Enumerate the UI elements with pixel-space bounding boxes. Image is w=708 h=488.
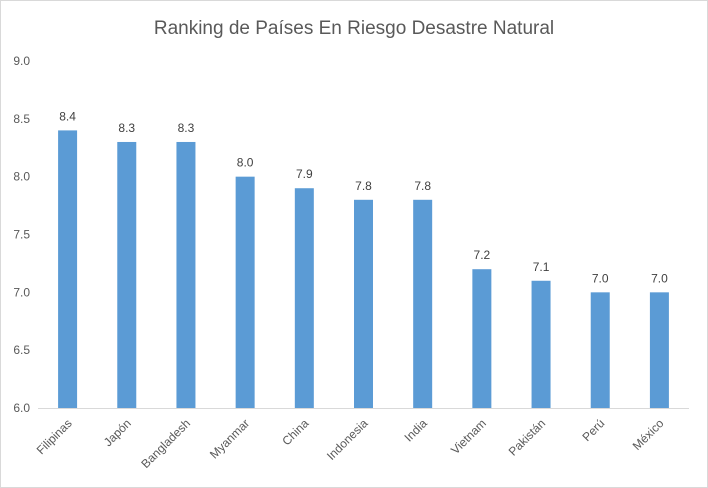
x-tick-label: Pakistán	[506, 416, 548, 458]
data-label: 8.3	[178, 121, 195, 135]
data-label: 7.8	[414, 179, 431, 193]
data-label: 7.8	[355, 179, 372, 193]
y-tick-label: 9.0	[13, 54, 30, 68]
bar-méxico	[649, 292, 669, 408]
bar-myanmar	[235, 176, 255, 408]
y-tick-label: 7.5	[13, 228, 30, 242]
bar-china	[294, 188, 314, 408]
data-label: 7.0	[651, 271, 668, 285]
data-label: 8.4	[59, 109, 76, 123]
x-tick-label: Myanmar	[207, 416, 252, 461]
x-tick-label: Indonesia	[324, 416, 371, 463]
x-tick-label: India	[401, 416, 430, 445]
bar-indonesia	[354, 199, 373, 408]
data-label: 7.9	[296, 167, 313, 181]
x-tick-label: Bangladesh	[138, 416, 193, 471]
chart-title: Ranking de Países En Riesgo Desastre Nat…	[154, 18, 554, 39]
x-tick-label: Japón	[101, 416, 134, 449]
bar-filipinas	[58, 130, 78, 408]
x-tick-label: Perú	[580, 416, 608, 444]
data-labels: 8.4 8.3 8.3 8.0 7.9 7.8 7.8 7.2 7.1 7.0 7.0	[59, 109, 668, 285]
bar-japón	[117, 141, 137, 408]
bar-perú	[590, 292, 610, 408]
bar-pakistán	[531, 280, 551, 408]
bar-bangladesh	[176, 141, 196, 408]
data-label: 8.0	[237, 156, 254, 170]
y-tick-label: 7.0	[13, 285, 30, 299]
x-tick-label: China	[279, 416, 311, 448]
bar-vietnam	[472, 269, 492, 408]
y-tick-label: 6.0	[13, 401, 30, 415]
data-label: 8.3	[118, 121, 135, 135]
bars	[58, 130, 669, 408]
x-axis-ticks: Filipinas Japón Bangladesh Myanmar China Indo…	[34, 416, 667, 471]
bar-india	[413, 199, 433, 408]
y-tick-label: 8.0	[13, 170, 30, 184]
y-tick-label: 8.5	[13, 112, 30, 126]
data-label: 7.2	[474, 248, 491, 262]
data-label: 7.0	[592, 271, 609, 285]
y-axis-ticks: 6.0 6.5 7.0 7.5 8.0 8.5 9.0	[13, 54, 30, 415]
y-tick-label: 6.5	[13, 343, 30, 357]
x-tick-label: Filipinas	[34, 416, 75, 457]
x-tick-label: México	[630, 416, 667, 453]
x-tick-label: Vietnam	[448, 416, 489, 457]
data-label: 7.1	[533, 260, 550, 274]
